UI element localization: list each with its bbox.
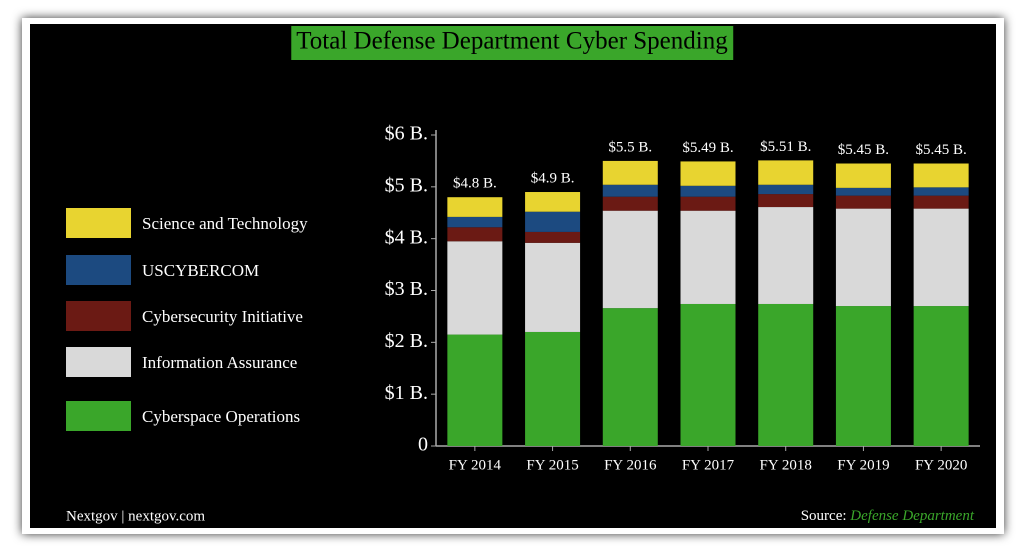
y-tick-label: $3 B. [385, 278, 428, 300]
x-tick-label: FY 2016 [604, 457, 657, 473]
bar-segment [758, 194, 814, 208]
legend-label: USCYBERCOM [142, 261, 259, 280]
bar-segment [525, 242, 581, 332]
legend-label: Cyberspace Operations [142, 407, 300, 426]
bar-segment [447, 216, 503, 228]
bar-segment [913, 163, 969, 188]
legend-swatch [66, 255, 131, 285]
legend-swatch [66, 208, 131, 238]
bar-segment [602, 196, 658, 211]
legend-swatch [66, 401, 131, 431]
total-label: $5.5 B. [608, 139, 652, 155]
total-label: $4.8 B. [453, 176, 497, 192]
bar-segment [835, 163, 891, 188]
bar-segment [680, 161, 736, 186]
bar-segment [447, 334, 503, 446]
x-tick-label: FY 2014 [449, 457, 502, 473]
bar-segment [835, 195, 891, 209]
legend-swatch [66, 347, 131, 377]
x-tick-label: FY 2020 [915, 457, 967, 473]
source: Source: Defense Department [801, 508, 975, 524]
bar-segment [602, 160, 658, 185]
bar-segment [602, 308, 658, 446]
total-label: $5.45 B. [916, 142, 967, 158]
y-tick-label: $4 B. [385, 226, 428, 248]
y-tick-label: $2 B. [385, 330, 428, 352]
bar-segment [447, 197, 503, 217]
bar-segment [758, 184, 814, 195]
legend-swatch [66, 301, 131, 331]
credit: Nextgov | nextgov.com [66, 508, 205, 524]
bar-segment [913, 195, 969, 209]
bar-segment [525, 331, 581, 446]
title-background [291, 26, 734, 60]
bar-segment [525, 192, 581, 212]
bar-segment [525, 231, 581, 243]
x-tick-label: FY 2015 [526, 457, 578, 473]
x-tick-label: FY 2019 [837, 457, 889, 473]
y-tick-label: $1 B. [385, 382, 428, 404]
panel [30, 24, 996, 528]
legend-label: Science and Technology [142, 214, 308, 233]
total-label: $5.49 B. [682, 140, 733, 156]
chart-title: Total Defense Department Cyber Spending [296, 28, 728, 55]
bar-segment [680, 303, 736, 446]
source-label: Source: [801, 508, 847, 524]
bar-segment [758, 207, 814, 304]
bar-segment [680, 196, 736, 211]
total-label: $4.9 B. [531, 170, 575, 186]
bar-segment [680, 210, 736, 304]
bar-segment [525, 211, 581, 232]
bar-segment [602, 210, 658, 309]
legend-label: Information Assurance [142, 353, 297, 372]
y-tick-label: $5 B. [385, 174, 428, 196]
y-tick-label: 0 [418, 434, 428, 456]
bar-segment [913, 306, 969, 446]
bar-segment [913, 208, 969, 307]
legend-label: Cybersecurity Initiative [142, 307, 303, 326]
bar-segment [602, 184, 658, 197]
bar-segment [835, 208, 891, 307]
total-label: $5.51 B. [760, 139, 811, 155]
bar-segment [758, 160, 814, 185]
bar-segment [835, 187, 891, 196]
total-label: $5.45 B. [838, 142, 889, 158]
y-tick-label: $6 B. [385, 123, 428, 145]
x-tick-label: FY 2017 [682, 457, 735, 473]
bar-segment [447, 241, 503, 335]
bar-segment [447, 227, 503, 242]
bar-segment [758, 303, 814, 446]
bar-segment [835, 306, 891, 446]
bar-segment [680, 185, 736, 197]
x-tick-label: FY 2018 [760, 457, 812, 473]
source-name: Defense Department [849, 508, 975, 524]
bar-segment [913, 187, 969, 196]
